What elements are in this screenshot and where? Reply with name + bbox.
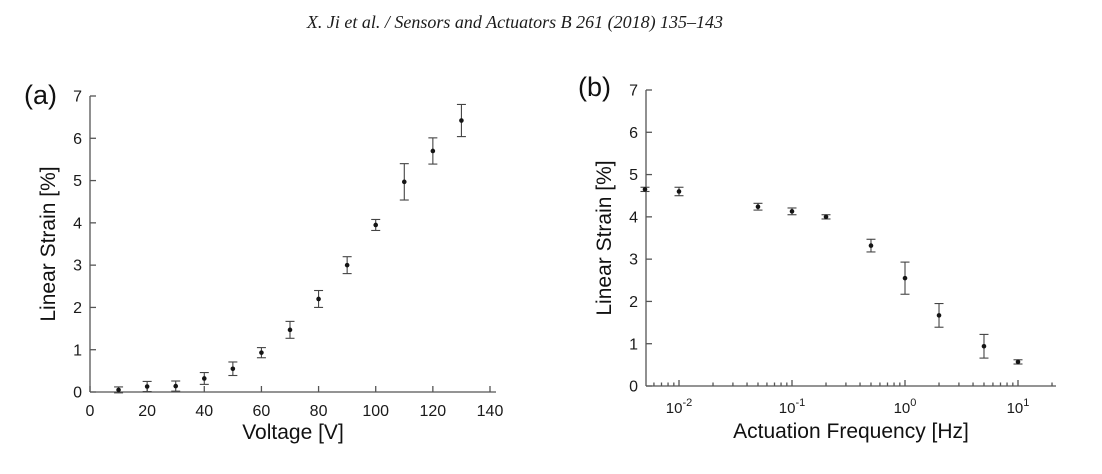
y-tick-label: 5 bbox=[73, 173, 82, 190]
x-tick-label: 100 bbox=[894, 397, 917, 417]
axes bbox=[89, 95, 496, 393]
chart-a-voltage-strain: 0 1 2 3 4 5 6 7 0 20 40 60 80 100 120 140 Voltage [V] Lin… bbox=[37, 89, 504, 444]
data-point bbox=[344, 262, 350, 268]
data-point bbox=[430, 148, 436, 154]
y-tick-label: 0 bbox=[629, 379, 638, 396]
data-point bbox=[789, 209, 795, 214]
y-tick-label: 7 bbox=[629, 83, 638, 100]
x-tick-label: 120 bbox=[420, 403, 447, 420]
x-axis-label: Voltage [V] bbox=[242, 421, 344, 444]
data-point bbox=[201, 376, 207, 381]
x-tick-label: 40 bbox=[195, 403, 213, 420]
data-point bbox=[316, 296, 321, 302]
data-point bbox=[287, 327, 293, 333]
data-point bbox=[401, 179, 407, 185]
data-point bbox=[459, 118, 464, 123]
x-tick-label: 101 bbox=[1007, 397, 1030, 417]
axes bbox=[645, 89, 1056, 387]
y-tick-label: 7 bbox=[73, 89, 82, 106]
y-tick-label: 2 bbox=[629, 294, 638, 311]
x-tick-label: 20 bbox=[138, 403, 156, 420]
y-tick-label: 3 bbox=[629, 252, 638, 269]
x-tick-label: 60 bbox=[253, 403, 271, 420]
x-tick-label: 80 bbox=[310, 403, 328, 420]
data-points bbox=[642, 187, 1021, 365]
data-point bbox=[116, 387, 121, 393]
x-tick-label: 10-1 bbox=[779, 397, 805, 417]
data-point bbox=[936, 313, 942, 318]
x-tick-label: 0 bbox=[86, 403, 95, 420]
y-axis-label: Linear Strain [%] bbox=[593, 160, 616, 315]
data-point bbox=[676, 189, 682, 194]
data-point bbox=[373, 222, 379, 228]
data-point bbox=[173, 383, 179, 389]
data-point bbox=[144, 384, 150, 389]
y-tick-label: 1 bbox=[629, 336, 638, 353]
data-point bbox=[230, 366, 236, 372]
y-tick-label: 5 bbox=[629, 167, 638, 184]
data-point bbox=[902, 275, 908, 281]
chart-b-frequency-strain: 0 1 2 3 4 5 6 7 10-2 10-1 100 101 Actuation Frequenc… bbox=[593, 83, 1056, 443]
y-tick-label: 4 bbox=[629, 209, 638, 226]
x-tick-label: 10-2 bbox=[666, 397, 692, 417]
y-tick-label: 6 bbox=[629, 125, 638, 142]
y-tick-label: 0 bbox=[73, 385, 82, 402]
y-tick-label: 1 bbox=[73, 342, 82, 359]
y-tick-label: 2 bbox=[73, 300, 82, 317]
data-point bbox=[259, 350, 264, 355]
data-point bbox=[642, 187, 648, 192]
data-point bbox=[755, 204, 761, 210]
paper-running-head: X. Ji et al. / Sensors and Actuators B 2… bbox=[306, 12, 724, 32]
x-tick-label: 140 bbox=[477, 403, 504, 420]
y-tick-label: 4 bbox=[73, 215, 82, 232]
data-point bbox=[981, 343, 987, 349]
data-point bbox=[823, 214, 829, 220]
y-tick-label: 3 bbox=[73, 258, 82, 275]
panel-label-b: (b) bbox=[578, 72, 611, 102]
y-tick-label: 6 bbox=[73, 131, 82, 148]
panel-label-a: (a) bbox=[24, 80, 57, 110]
error-bars bbox=[114, 103, 466, 394]
data-point bbox=[1015, 359, 1021, 365]
y-axis-label: Linear Strain [%] bbox=[37, 166, 60, 321]
x-axis-label: Actuation Frequency [Hz] bbox=[733, 420, 969, 443]
error-bars bbox=[640, 186, 1023, 365]
x-tick-label: 100 bbox=[362, 403, 389, 420]
data-point bbox=[868, 243, 874, 248]
data-points bbox=[116, 118, 464, 393]
